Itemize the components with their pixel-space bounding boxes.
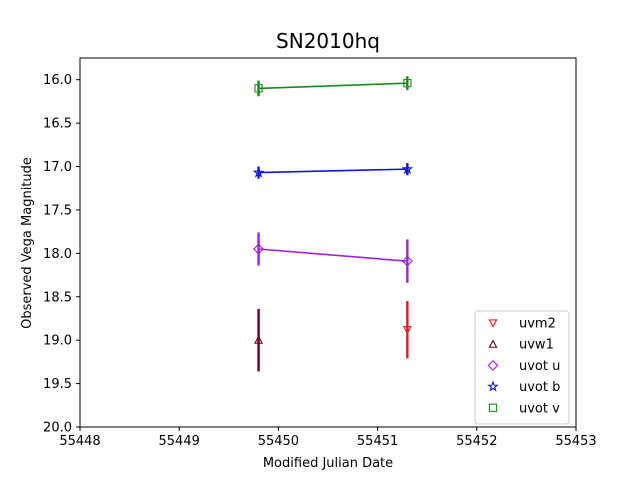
data-point-uvw1-0 bbox=[254, 335, 264, 344]
legend-label-uvot-v: uvot v bbox=[519, 401, 560, 416]
series-uvot-v bbox=[254, 76, 412, 97]
plot-area bbox=[252, 76, 414, 372]
y-axis-title: Observed Vega Magnitude bbox=[20, 157, 35, 329]
y-tick-label-3: 17.5 bbox=[43, 203, 72, 218]
y-tick-label-6: 19.0 bbox=[43, 334, 72, 349]
series-line-uvot-v bbox=[258, 82, 408, 90]
legend-label-uvot-b: uvot b bbox=[519, 380, 560, 395]
legend-marker-uvot-v bbox=[488, 403, 498, 412]
legend-marker-uvot-u bbox=[487, 359, 499, 371]
data-point-uvot-b-1 bbox=[401, 162, 414, 175]
axes: 55448 55449 55450 55451 55452 55453 16.0 16.5 17… bbox=[43, 57, 597, 449]
chart-title: SN2010hq bbox=[276, 29, 380, 53]
y-tick-label-4: 18.0 bbox=[43, 247, 72, 262]
legend-marker-uvw1 bbox=[488, 339, 498, 348]
x-tick-label-5: 55453 bbox=[555, 434, 596, 449]
legend-marker-uvm2 bbox=[488, 319, 498, 328]
data-point-uvm2-0 bbox=[402, 326, 412, 335]
series-uvw1 bbox=[254, 308, 264, 372]
legend: uvm2 uvw1 uvot u uvot b uvot v bbox=[474, 310, 570, 425]
data-point-uvot-v-1 bbox=[403, 79, 412, 88]
legend-marker-uvot-b bbox=[487, 380, 499, 392]
legend-label-uvm2: uvm2 bbox=[519, 317, 556, 332]
axes-frame bbox=[79, 57, 577, 428]
data-point-uvot-v-0 bbox=[254, 84, 263, 93]
legend-box bbox=[474, 310, 570, 425]
x-tick-label-1: 55449 bbox=[159, 434, 200, 449]
data-point-uvot-u-1 bbox=[401, 255, 413, 267]
data-point-uvot-b-0 bbox=[252, 166, 265, 178]
series-line-uvot-u bbox=[258, 248, 408, 262]
series-uvm2 bbox=[402, 301, 412, 359]
x-tick-label-3: 55451 bbox=[357, 434, 398, 449]
x-tick-label-0: 55448 bbox=[59, 434, 100, 449]
series-uvot-u bbox=[253, 232, 413, 283]
y-tick-label-7: 19.5 bbox=[43, 377, 72, 392]
y-tick-label-2: 17.0 bbox=[43, 160, 72, 175]
y-tick-label-1: 16.5 bbox=[43, 117, 72, 132]
y-tick-label-5: 18.5 bbox=[43, 290, 72, 305]
series-uvot-b bbox=[252, 162, 414, 179]
y-tick-label-0: 16.0 bbox=[43, 73, 72, 88]
legend-label-uvot-u: uvot u bbox=[519, 359, 560, 374]
series-line-uvot-b bbox=[258, 168, 408, 174]
y-tick-label-8: 20.0 bbox=[43, 421, 72, 436]
x-tick-label-2: 55450 bbox=[258, 434, 299, 449]
data-point-uvot-u-0 bbox=[253, 243, 265, 255]
x-axis-title: Modified Julian Date bbox=[263, 456, 393, 471]
legend-label-uvw1: uvw1 bbox=[519, 338, 554, 353]
x-tick-label-4: 55452 bbox=[456, 434, 497, 449]
